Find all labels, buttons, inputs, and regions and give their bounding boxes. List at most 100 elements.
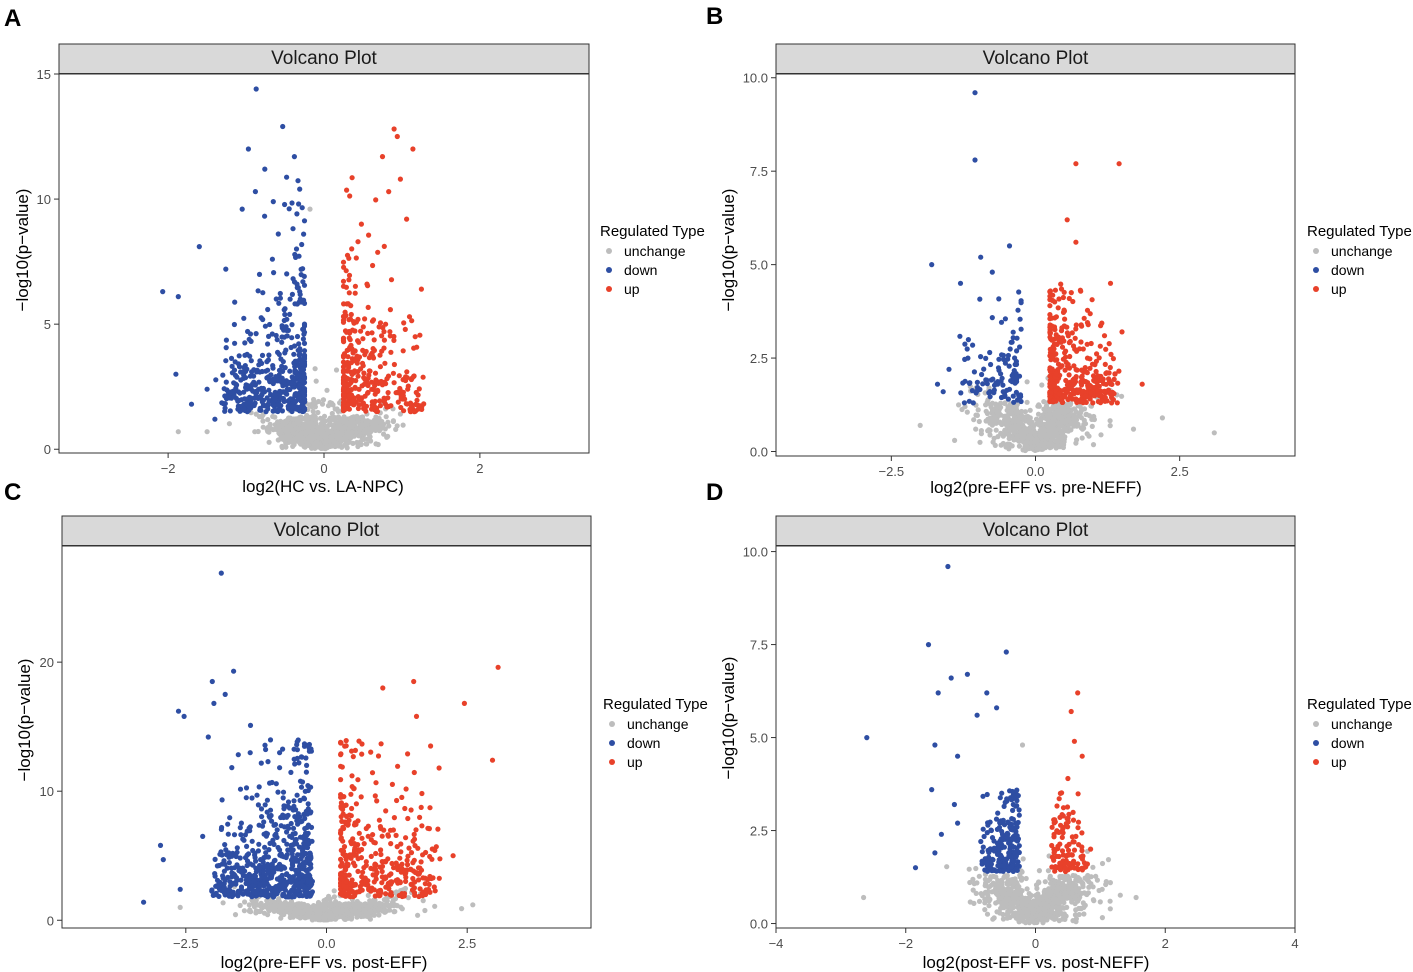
point-down xyxy=(993,380,999,386)
point-unchange xyxy=(368,908,374,914)
panel-letter: B xyxy=(706,3,723,30)
point-unchange xyxy=(267,906,273,912)
point-unchange xyxy=(1081,421,1087,427)
point-down xyxy=(221,386,227,392)
point-down xyxy=(249,795,255,801)
point-up xyxy=(418,286,424,292)
point-down xyxy=(257,405,263,411)
point-up xyxy=(391,337,397,343)
legend-key-up xyxy=(1313,286,1319,292)
point-down xyxy=(244,858,251,864)
point-up xyxy=(1059,399,1065,405)
point-up xyxy=(372,893,378,899)
point-down xyxy=(307,810,313,816)
plot-title: Volcano Plot xyxy=(271,48,377,69)
point-unchange xyxy=(363,441,369,447)
point-up xyxy=(397,176,403,182)
point-down xyxy=(307,857,313,863)
point-down xyxy=(222,861,228,867)
point-unchange xyxy=(248,909,254,915)
point-up xyxy=(1053,351,1059,357)
x-axis-title: log2(pre-EFF vs. pre-NEFF) xyxy=(930,478,1142,497)
point-down xyxy=(301,371,307,377)
point-up xyxy=(350,754,356,760)
point-down xyxy=(290,893,296,900)
point-down xyxy=(1014,397,1021,403)
point-down xyxy=(266,387,272,393)
point-down xyxy=(292,363,298,370)
point-down xyxy=(284,316,290,322)
point-up xyxy=(405,386,411,392)
point-unchange xyxy=(317,430,323,436)
point-up xyxy=(388,892,395,898)
point-unchange xyxy=(344,419,350,425)
point-unchange xyxy=(1041,406,1047,412)
y-axis-title: −log10(p−value) xyxy=(719,189,738,312)
point-up xyxy=(382,397,388,403)
point-down xyxy=(225,394,232,400)
point-down xyxy=(294,747,300,753)
point-unchange xyxy=(1006,446,1012,452)
point-unchange xyxy=(974,412,981,418)
point-unchange xyxy=(360,422,366,428)
point-up xyxy=(386,872,392,878)
point-down xyxy=(284,333,290,339)
point-up xyxy=(419,406,425,412)
point-down xyxy=(256,362,262,368)
point-unchange xyxy=(987,415,993,421)
point-down xyxy=(245,146,251,152)
point-up xyxy=(371,401,377,407)
point-unchange xyxy=(335,420,341,426)
point-down xyxy=(296,201,302,207)
point-unchange xyxy=(999,421,1005,427)
point-down xyxy=(238,877,244,883)
point-up xyxy=(359,751,365,757)
point-unchange xyxy=(242,899,248,905)
point-down xyxy=(232,872,238,878)
point-down xyxy=(280,746,286,752)
point-down xyxy=(250,847,256,854)
point-down xyxy=(229,765,235,771)
point-unchange xyxy=(324,443,330,449)
point-down xyxy=(242,340,248,346)
point-up xyxy=(373,780,379,786)
point-down xyxy=(276,367,283,373)
point-down xyxy=(281,307,287,313)
point-unchange xyxy=(383,901,389,908)
point-unchange xyxy=(393,889,399,895)
point-down xyxy=(277,295,283,301)
point-down xyxy=(239,206,245,212)
point-down xyxy=(299,883,305,889)
point-unchange xyxy=(358,415,364,421)
point-down xyxy=(261,831,267,837)
point-unchange xyxy=(1051,422,1057,428)
point-unchange xyxy=(1017,433,1023,439)
point-down xyxy=(258,315,264,321)
x-tick-label: 0 xyxy=(320,461,327,476)
point-up xyxy=(355,373,361,379)
point-unchange xyxy=(971,417,977,423)
point-up xyxy=(425,825,431,831)
point-up xyxy=(408,402,414,408)
point-up xyxy=(1139,381,1145,387)
point-up xyxy=(1064,388,1070,394)
point-down xyxy=(223,345,229,351)
point-up xyxy=(1054,357,1060,363)
point-up xyxy=(399,861,405,867)
point-unchange xyxy=(311,428,317,434)
point-up xyxy=(1079,323,1085,329)
point-up xyxy=(388,277,395,283)
point-unchange xyxy=(956,402,962,408)
y-axis-title: −log10(p−value) xyxy=(13,189,32,312)
legend-label-down: down xyxy=(1331,262,1364,278)
point-up xyxy=(348,360,354,366)
point-up xyxy=(1072,346,1078,352)
point-unchange xyxy=(237,902,243,909)
point-down xyxy=(234,845,240,851)
point-down xyxy=(957,333,963,339)
point-up xyxy=(372,862,378,868)
point-unchange xyxy=(276,430,282,436)
point-unchange xyxy=(377,902,383,908)
point-unchange xyxy=(226,421,232,427)
point-unchange xyxy=(1086,413,1093,419)
